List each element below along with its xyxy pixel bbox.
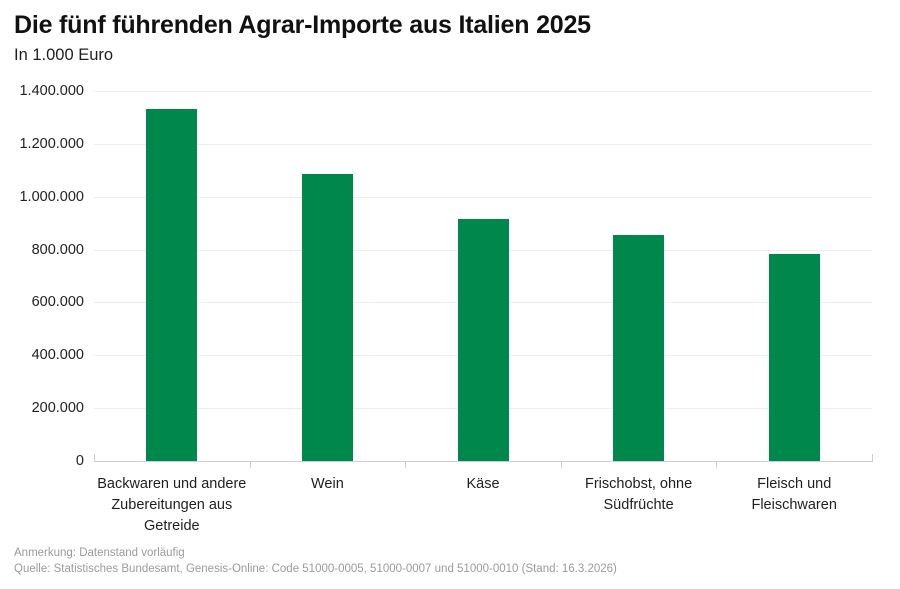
x-axis-category-label-line: Wein (311, 476, 344, 492)
y-axis-tick-label: 1.200.000 (19, 135, 84, 152)
gridline (94, 91, 872, 92)
x-axis-category-label: Käse (405, 474, 561, 495)
x-axis-end-cap (872, 454, 873, 462)
x-axis-tick (405, 461, 407, 468)
x-axis-tick (716, 461, 718, 468)
x-axis-category-label: Wein (250, 474, 406, 495)
plot-area (94, 91, 872, 461)
y-axis-tick-label: 1.000.000 (19, 188, 84, 205)
x-axis-category-label-line: Getreide (143, 518, 200, 534)
x-axis-category-label-line: Zubereitungen aus (111, 497, 233, 513)
y-axis-tick-label: 800.000 (31, 241, 84, 258)
x-axis-category-label: Backwaren und andere Zubereitungen aus Get… (94, 474, 250, 537)
bar[interactable] (457, 219, 509, 461)
x-axis-category-label: Fleisch und Fleischwaren (716, 474, 872, 516)
gridline (94, 196, 872, 198)
bar[interactable] (146, 108, 198, 461)
x-axis-line (94, 461, 872, 462)
y-axis-tick-label: 400.000 (31, 347, 84, 364)
bar[interactable] (768, 254, 820, 461)
y-axis-labels: 0 200.000 400.000 600.000 800.000 1.000.000 1.… (0, 0, 84, 589)
x-axis-tick (249, 461, 251, 468)
y-axis-tick-label: 600.000 (31, 294, 84, 311)
y-axis-tick-label: 200.000 (31, 400, 84, 417)
bar[interactable] (613, 234, 665, 461)
x-axis-end-cap (94, 454, 95, 462)
x-axis-category-label-line: Frischobst, ohne (584, 476, 693, 492)
bar[interactable] (301, 173, 353, 461)
x-axis-category-label-line: Backwaren und andere (97, 476, 247, 492)
y-axis-tick-label: 0 (75, 453, 84, 469)
footnotes: Anmerkung: Datenstand vorläufig Quelle: … (14, 546, 617, 577)
x-axis-category-label-line: Südfrüchte (603, 497, 674, 513)
x-axis-category-label-line: Käse (466, 476, 500, 492)
x-axis-tick (560, 461, 562, 468)
chart-title: Die fünf führenden Agrar-Importe aus Ita… (14, 11, 591, 39)
x-axis-category-label-line: Fleisch und (757, 476, 832, 492)
y-axis-tick-label: 1.400.000 (19, 83, 84, 99)
x-axis-category-label: Frischobst, ohne Südfrüchte (561, 474, 717, 516)
chart-subtitle: In 1.000 Euro (14, 46, 114, 64)
footnote-note: Anmerkung: Datenstand vorläufig (14, 547, 185, 559)
x-axis-category-label-line: Fleischwaren (751, 497, 837, 513)
footnote-source: Quelle: Statistisches Bundesamt, Genesis… (14, 562, 617, 575)
gridline (94, 143, 872, 145)
